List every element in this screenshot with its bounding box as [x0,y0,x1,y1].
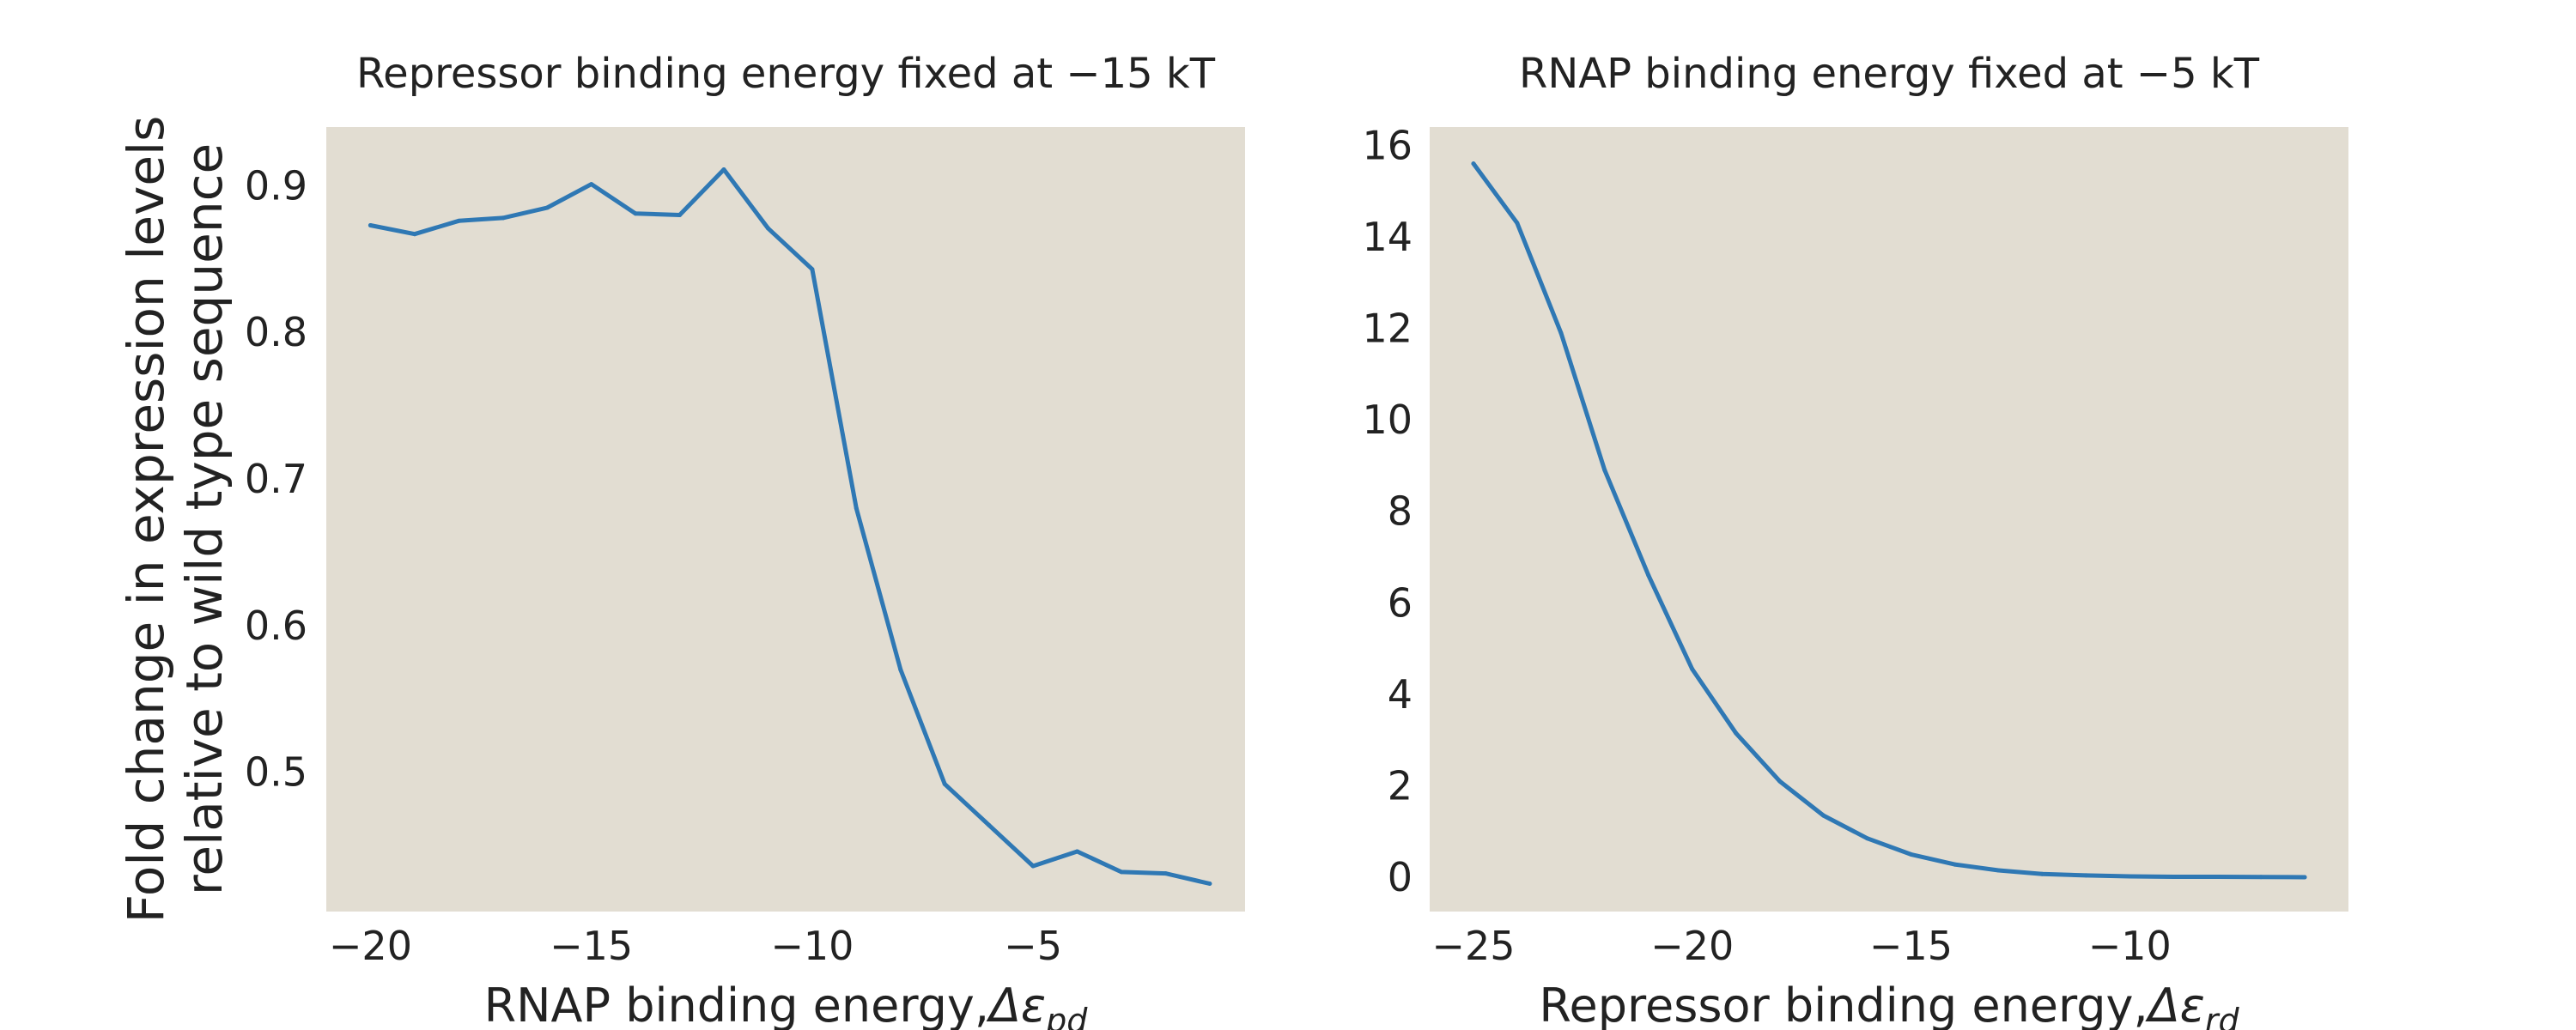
data-point [1163,871,1168,876]
y-tick-label: 2 [1388,762,1413,809]
x-tick-label: −15 [1869,923,1953,969]
y-tick-label: 4 [1388,671,1413,718]
y-tick-label: 0.5 [245,749,307,796]
y-axis-label-line: relative to wild type sequence [175,143,234,895]
x-axis-label-subscript: rd [2205,1002,2240,1030]
data-point [1515,221,1520,226]
y-tick-label: 6 [1388,579,1413,626]
x-axis-label-subscript: pd [1045,1002,1088,1030]
plot-area [1430,127,2348,912]
data-point [1821,813,1826,818]
x-tick-label: −10 [2088,923,2172,969]
data-point [942,781,947,786]
data-point [2258,875,2263,880]
y-axis-label-line: Fold change in expression levels [117,116,175,924]
x-axis-label-text: Repressor binding energy, [1539,978,2148,1030]
data-point [456,218,461,223]
data-point [1207,882,1212,887]
y-tick-label: 16 [1362,122,1413,168]
data-point [1690,667,1695,672]
x-tick-label: −5 [1004,923,1062,969]
data-point [854,506,859,511]
data-point [1996,868,2001,873]
data-point [1602,468,1607,473]
x-axis-label-symbol: Δε [2145,978,2205,1030]
x-axis-label: RNAP binding energy,Δεpd [484,978,1089,1030]
y-tick-label: 12 [1362,305,1413,351]
data-point [1777,779,1783,784]
x-tick-label: −15 [550,923,633,969]
x-tick-label: −10 [770,923,854,969]
y-tick-label: 0 [1388,854,1413,900]
data-point [412,232,417,237]
data-point [677,213,683,218]
y-tick-label: 0.6 [245,603,307,649]
data-point [1908,851,1913,857]
data-point [1952,862,1957,867]
data-point [1075,849,1080,854]
data-point [765,226,770,231]
data-point [1030,863,1036,869]
data-point [1865,836,1870,841]
plot-area [326,127,1245,912]
data-point [2171,874,2176,879]
x-tick-label: −25 [1431,923,1515,969]
y-tick-label: 0.9 [245,162,307,209]
data-point [2127,874,2132,879]
right-chart: RNAP binding energy fixed at −5 kT −25 −20… [1362,50,2348,1030]
series-line [1471,161,2307,880]
data-point [633,211,638,216]
data-point [589,182,594,187]
y-tick-label: 0.7 [245,456,307,502]
data-point [2215,874,2220,879]
data-point [2083,873,2088,878]
chart-title: Repressor binding energy fixed at −15 kT [356,50,1216,98]
data-point [501,215,506,221]
x-axis-label-text: RNAP binding energy, [484,978,989,1030]
y-tick-label: 10 [1362,397,1413,443]
data-point [1646,573,1651,578]
y-tick-label: 8 [1388,488,1413,535]
series-line [368,167,1212,886]
y-tick-label: 0.8 [245,309,307,355]
chart-title: RNAP binding energy fixed at −5 kT [1519,50,2260,98]
data-point [2039,871,2044,876]
data-point [721,167,726,173]
left-chart: Repressor binding energy fixed at −15 kT… [117,50,1245,1030]
data-point [810,267,815,272]
data-point [2302,875,2307,880]
data-point [1558,330,1564,336]
x-axis-label-symbol: Δε [986,978,1046,1030]
x-tick-label: −20 [1650,923,1734,969]
data-point [544,205,550,210]
data-point [1471,161,1476,167]
x-axis-label: Repressor binding energy,Δεrd [1539,978,2239,1030]
data-point [898,667,903,672]
y-tick-label: 14 [1362,214,1413,260]
data-point [368,222,373,227]
data-point [987,822,992,827]
data-point [1734,730,1739,736]
x-tick-label: −20 [329,923,412,969]
data-point [1119,869,1124,875]
